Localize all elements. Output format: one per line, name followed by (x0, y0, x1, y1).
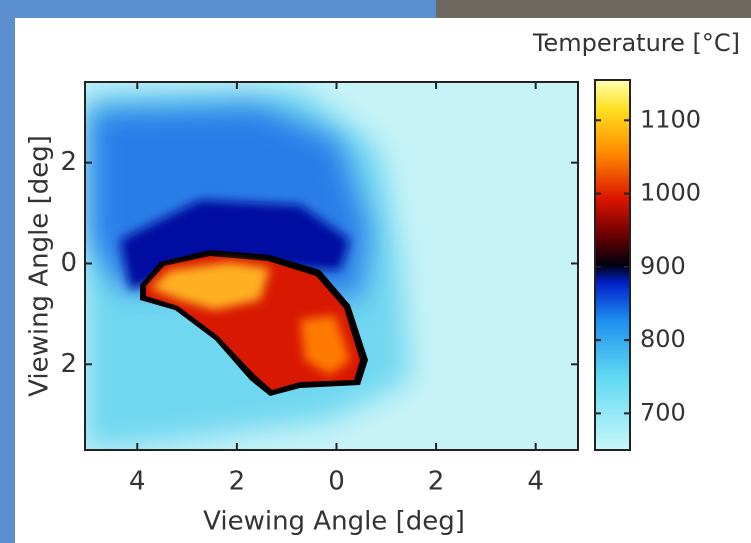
colorbar (594, 79, 631, 451)
heatmap-lava-hot (150, 262, 270, 310)
y-axis-label: Viewing Angle [deg] (25, 135, 55, 397)
colorbar-tick-label: 1100 (640, 105, 701, 133)
y-tick-label: 2 (60, 147, 77, 177)
x-axis-label: Viewing Angle [deg] (203, 507, 465, 537)
colorbar-tick-label: 700 (640, 398, 686, 426)
x-tick-label: 4 (129, 467, 146, 497)
y-tick-label: 0 (60, 248, 77, 278)
heatmap-lava-warm (300, 315, 350, 375)
colorbar-tick-label: 1000 (640, 179, 701, 207)
x-tick-label: 4 (527, 467, 544, 497)
colorbar-tick-label: 900 (640, 252, 686, 280)
x-tick-label: 2 (229, 467, 246, 497)
heatmap (85, 82, 578, 450)
x-tick-label: 0 (328, 467, 345, 497)
x-tick-label: 2 (428, 467, 445, 497)
colorbar-label: Temperature [°C] (532, 29, 740, 57)
photo-strip (436, 0, 751, 18)
plot-frame (84, 81, 579, 451)
frame-top (0, 0, 436, 18)
y-tick-label: 2 (60, 349, 77, 379)
frame-left (0, 0, 15, 543)
colorbar-tick-label: 800 (640, 325, 686, 353)
